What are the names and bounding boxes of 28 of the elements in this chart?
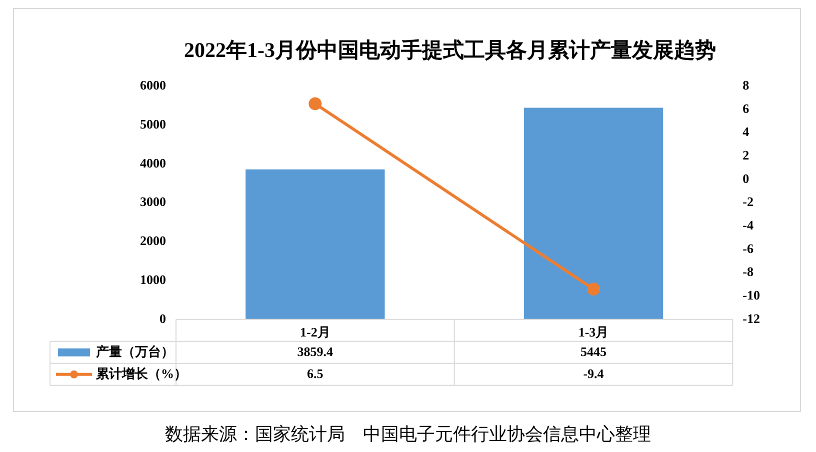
y2-tick-label: -6 — [742, 240, 754, 256]
y-tick-label: 2000 — [140, 233, 166, 248]
y2-tick-label: 0 — [742, 170, 750, 186]
legend-label: 累计增长（%） — [95, 366, 187, 381]
legend-label: 产量（万台） — [95, 344, 174, 359]
data-label: 5445 — [580, 344, 608, 359]
x-tick-label: 1-2月 — [300, 324, 330, 340]
y-tick-label: 5000 — [140, 116, 166, 132]
y2-tick-label: -2 — [742, 194, 754, 210]
chart-title: 2022年1-3月份中国电动手提式工具各月累计产量发展趋势 — [184, 38, 716, 62]
y2-tick-label: 4 — [742, 124, 750, 140]
y-tick-label: 0 — [160, 310, 166, 326]
y2-tick-label: 2 — [742, 148, 750, 163]
y-tick-label: 6000 — [140, 78, 166, 93]
data-label: 3859.4 — [297, 344, 334, 359]
y2-tick-label: -10 — [742, 287, 760, 302]
data-label: 6.5 — [307, 366, 324, 381]
x-tick-label: 1-3月 — [578, 324, 609, 340]
y2-tick-label: -12 — [742, 310, 760, 326]
y-tick-label: 1000 — [140, 272, 166, 287]
source-note: 数据来源：国家统计局 中国电子元件行业协会信息中心整理 — [164, 423, 652, 446]
y2-tick-label: -8 — [742, 264, 754, 280]
y2-tick-label: 8 — [742, 78, 750, 93]
y-tick-label: 3000 — [140, 194, 166, 210]
y2-tick-label: -4 — [742, 217, 754, 232]
y2-tick-label: 6 — [742, 100, 750, 116]
y-tick-label: 4000 — [140, 155, 166, 170]
data-label: -9.4 — [583, 366, 604, 381]
